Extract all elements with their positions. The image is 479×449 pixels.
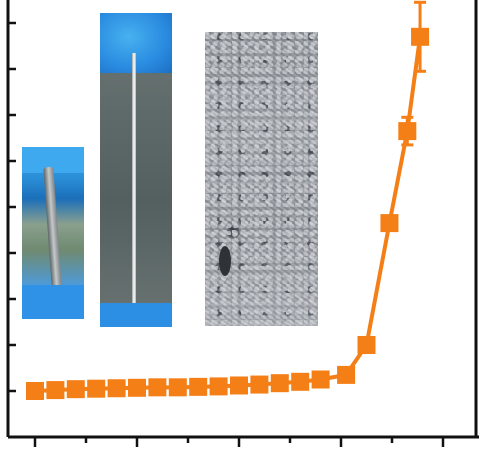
data-point xyxy=(26,382,44,400)
data-point xyxy=(128,378,146,397)
series-layer xyxy=(26,0,430,400)
data-point xyxy=(46,381,65,400)
data-point xyxy=(357,336,376,354)
micrograph-texture xyxy=(205,32,318,326)
sample-strip-shape xyxy=(43,166,63,302)
long-wire-photo xyxy=(100,13,172,327)
data-point xyxy=(189,377,208,396)
glove-bottom-shape xyxy=(100,303,172,327)
data-point xyxy=(250,375,269,394)
short-sample-photo xyxy=(22,147,84,319)
micrograph-pit xyxy=(219,246,231,276)
glove-top-shape xyxy=(100,13,172,73)
data-point xyxy=(107,379,126,398)
data-point xyxy=(311,370,330,389)
data-point xyxy=(230,376,248,395)
data-point xyxy=(209,377,228,396)
glove-bottom-shape xyxy=(22,285,84,319)
data-point xyxy=(87,379,106,398)
data-point xyxy=(66,380,85,399)
x-ticks xyxy=(33,437,445,447)
wire-shape xyxy=(132,53,136,321)
data-point xyxy=(270,374,289,393)
surface-micrograph xyxy=(205,32,318,326)
data-point xyxy=(411,27,430,46)
data-point xyxy=(148,378,167,397)
data-point xyxy=(168,378,187,397)
y-ticks xyxy=(8,21,16,393)
data-point xyxy=(337,365,356,384)
data-point xyxy=(291,372,310,391)
data-point xyxy=(380,214,399,233)
data-point xyxy=(398,122,417,141)
